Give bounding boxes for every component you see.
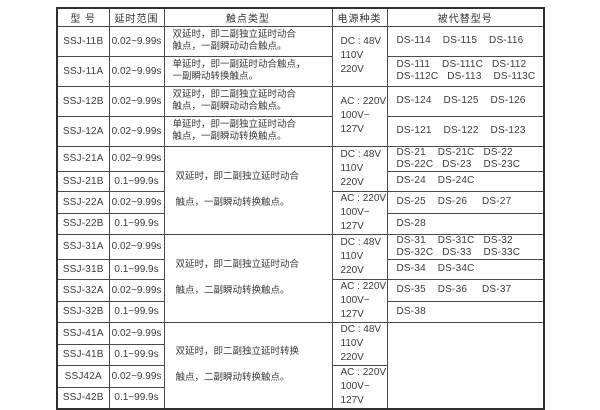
replaced-cell: DS-34 DS-34C [386,258,545,280]
table-row: SSJ-22B 0.1~99.9s DS-28 [56,212,545,235]
header-replaced-models: 被代替型号 [386,7,545,27]
model-cell: SSJ-11A [56,55,110,87]
replaced-cell: DS-121 DS-122 DS-123 [386,115,545,147]
range-cell: 0.02~9.99s [108,321,165,345]
contact-cell-merged: 双延时，即二副独立延时动合 触点，二副瞬动转换触点。 [163,233,333,323]
contact-cell-merged: 双延时，即二副独立延时动合 触点，一副瞬动转换触点。 [163,145,333,235]
power-cell-ac: AC : 220V 100V~ 127V [331,190,388,235]
range-cell: 0.1~99.9s [108,300,165,323]
model-cell: SSJ-32A [56,278,110,302]
header-contact-type: 触点类型 [163,7,333,27]
replaced-cell: DS-35 DS-36 DS-37 [386,278,545,302]
power-cell-ac: AC : 220V 100V~ 127V [331,85,388,147]
model-cell: SSJ-22A [56,190,110,214]
range-cell: 0.02~9.99s [108,145,165,172]
contact-cell: 双延时，即二副独立延时动合 触点，一副瞬动动合触点。 [163,25,333,57]
range-cell: 0.02~9.99s [108,233,165,260]
range-cell: 0.1~99.9s [108,386,165,410]
range-cell: 0.1~99.9s [108,343,165,366]
contact-cell: 单延时，即一副独立延时动合 触点，一副瞬动转换触点。 [163,115,333,147]
header-delay-range: 延时范围 [108,7,165,27]
model-cell: SSJ-11B [56,25,110,57]
range-cell: 0.02~9.99s [108,278,165,302]
replaced-cell: DS-114 DS-115 DS-116 [386,25,545,57]
contact-cell: 单延时，即一副延时动合触点， 一副瞬动转换触点。 [163,55,333,87]
model-cell: SSJ-21B [56,170,110,192]
header-power-type: 电源种类 [331,7,388,27]
header-row: 型 号 延时范围 触点类型 电源种类 被代替型号 [56,7,545,27]
range-cell: 0.1~99.9s [108,258,165,280]
table-row: SSJ-32A 0.02~9.99s AC : 220V 100V~ 127V … [56,278,545,323]
range-cell: 0.02~9.99s [108,85,165,117]
replaced-cell: DS-31 DS-31C DS-32 DS-32C DS-33 DS-33C [386,233,545,260]
table-row: SSJ-12A 0.02~9.99s 单延时，即一副独立延时动合 触点，一副瞬动… [56,115,545,147]
model-cell: SSJ-12A [56,115,110,147]
power-cell-dc: DC : 48V 110V 220V [331,145,388,192]
model-cell: SSJ-21A [56,145,110,172]
range-cell: 0.02~9.99s [108,25,165,57]
replaced-cell-empty [386,321,545,409]
table-row: SSJ-31A 0.02~9.99s 双延时，即二副独立延时动合 触点，二副瞬动… [56,233,545,323]
range-cell: 0.02~9.99s [108,55,165,87]
replaced-cell: DS-124 DS-125 DS-126 [386,85,545,117]
range-cell: 0.1~99.9s [108,212,165,235]
replaced-cell: DS-28 [386,212,545,235]
replaced-cell: DS-24 DS-24C [386,170,545,192]
contact-cell: 双延时，即二副独立延时动合 触点，一副瞬动动合触点。 [163,85,333,117]
table-row: SSJ-41A 0.02~9.99s 双延时，即二副独立延时转换 触点，二副瞬动… [56,321,545,409]
header-model: 型 号 [56,7,110,27]
table-row: SSJ-11B 0.02~9.99s 双延时，即二副独立延时动合 触点，一副瞬动… [56,25,545,87]
table-row: SSJ-22A 0.02~9.99s AC : 220V 100V~ 127V … [56,190,545,235]
model-cell: SSJ-32B [56,300,110,323]
power-cell-dc: DC : 48V 110V 220V [331,233,388,280]
contact-cell-merged: 双延时，即二副独立延时转换 触点，二副瞬动转换触点。 [163,321,333,409]
range-cell: 0.02~9.99s [108,115,165,147]
power-cell-dc: DC : 48V 110V 220V [331,321,388,366]
range-cell: 0.1~99.9s [108,170,165,192]
model-cell: SSJ-22B [56,212,110,235]
model-cell: SSJ-42B [56,386,110,410]
model-cell: SSJ-12B [56,85,110,117]
range-cell: 0.02~9.99s [108,190,165,214]
model-cell: SSJ42A [56,364,110,388]
table-row: SSJ-41B 0.1~99.9s [56,343,544,366]
replaced-cell: DS-25 DS-26 DS-27 [386,190,545,214]
replaced-cell: DS-21 DS-21C DS-22 DS-22C DS-23 DS-23C [386,145,545,172]
model-cell: SSJ-41A [56,321,110,345]
table-row: SSJ-21A 0.02~9.99s 双延时，即二副独立延时动合 触点，一副瞬动… [56,145,545,235]
power-cell-dc: DC : 48V 110V 220V [331,25,388,87]
replaced-cell: DS-111 DS-111C DS-112 DS-112C DS-113 DS-… [386,55,545,87]
table-row: SSJ-12B 0.02~9.99s 双延时，即二副独立延时动合 触点，一副瞬动… [56,85,545,147]
table-row: SSJ-11A 0.02~9.99s 单延时，即一副延时动合触点， 一副瞬动转换… [56,55,545,87]
model-cell: SSJ-31B [56,258,110,280]
relay-spec-table: 型 号 延时范围 触点类型 电源种类 被代替型号 SSJ-11B 0.02~9.… [56,7,545,410]
model-cell: SSJ-41B [56,343,110,366]
model-cell: SSJ-31A [56,233,110,260]
power-cell-ac: AC : 220V 100V~ 127V [331,364,388,409]
range-cell: 0.02~9.99s [108,364,165,388]
replaced-cell: DS-38 [386,300,545,323]
power-cell-ac: AC : 220V 100V~ 127V [331,278,388,323]
table-row: SSJ-21B 0.1~99.9s DS-24 DS-24C [56,170,545,192]
